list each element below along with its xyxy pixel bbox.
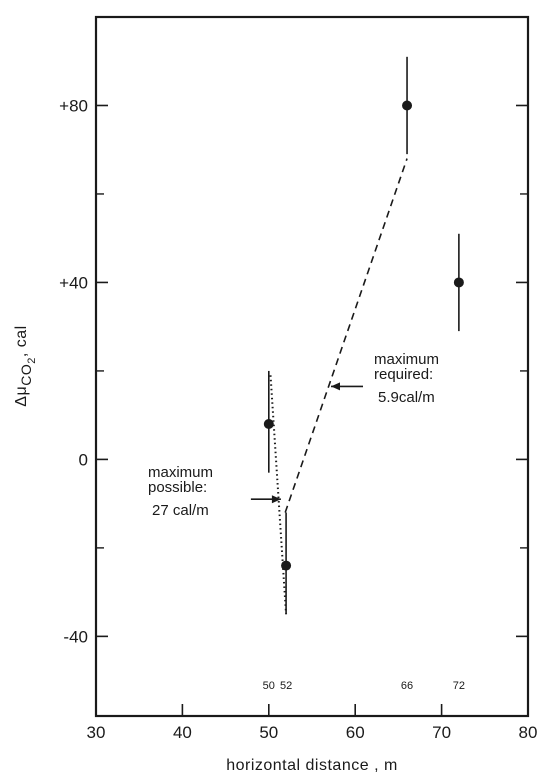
annotation-line: maximum [374,351,439,368]
y-axis-title-unit: , cal [13,325,30,357]
annotation-line: possible: [148,479,207,496]
y-axis-title-subsub: 2 [26,357,38,364]
position-marker-label: 72 [453,680,465,692]
line-dotted [269,375,288,615]
annotation-line: required: [374,366,433,383]
tick-labels: 30 40 50 60 70 80 +80 +40 0 -40 50 52 66 72 [59,96,537,742]
x-tick-label: 80 [519,723,538,742]
axis-ticks [95,16,529,716]
annotation-arrowhead [331,382,341,391]
data-point [402,100,413,111]
annotation-arrowhead [271,495,281,504]
y-axis-title-subscript: CO [18,364,34,386]
annotation-text: maximum required: 5.9cal/m [374,351,439,406]
x-tick-label: 30 [87,723,106,742]
data-points [263,56,464,571]
plot-frame [94,15,530,718]
x-tick-label: 50 [259,723,278,742]
annotation-line: maximum [148,464,213,481]
y-tick-label: 0 [79,450,88,469]
y-tick-label: +40 [59,273,88,292]
x-tick-label: 70 [432,723,451,742]
y-tick-label: -40 [63,627,88,646]
x-tick-label: 40 [173,723,192,742]
y-axis-title-symbol: Δμ [13,386,30,407]
annotation-text: maximum possible: 27 cal/m [148,464,213,519]
position-marker-label: 50 [263,680,275,692]
data-point [281,560,292,571]
x-axis-title: horizontal distance , m [226,757,398,774]
x-tick-label: 60 [346,723,365,742]
y-axis-title: ΔμCO2, cal [13,325,38,406]
svg-text:ΔμCO2, cal: ΔμCO2, cal [13,325,38,406]
position-marker-label: 66 [401,680,413,692]
annotation-line: 5.9cal/m [378,389,435,406]
line-dashed [284,158,408,513]
data-point [263,419,274,430]
annotation-line: 27 cal/m [152,502,209,519]
y-tick-label: +80 [59,96,88,115]
position-marker-label: 52 [280,680,292,692]
data-point [453,277,464,288]
